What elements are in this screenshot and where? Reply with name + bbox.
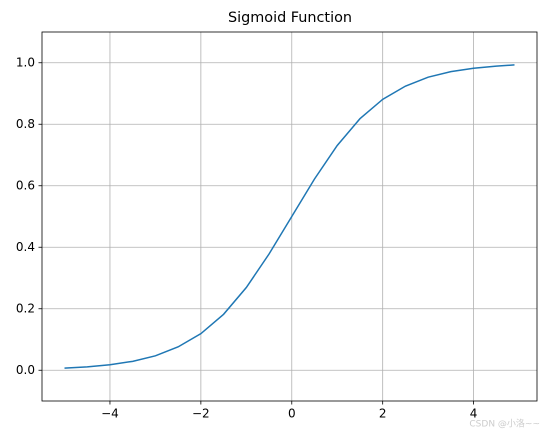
watermark: CSDN @小洛~~ <box>469 418 540 430</box>
y-tick-label: 0.0 <box>16 363 35 377</box>
line <box>64 64 515 369</box>
y-tick-label: 1.0 <box>16 55 35 69</box>
x-tick-label: 0 <box>288 407 296 421</box>
chart-title: Sigmoid Function <box>228 10 352 26</box>
y-tick-label: 0.6 <box>16 178 35 192</box>
x-tick-label: 2 <box>379 407 387 421</box>
plot-frame <box>41 31 538 402</box>
y-tick-label: 0.2 <box>16 301 35 315</box>
y-tick-label: 0.4 <box>16 240 35 254</box>
x-tick-label: 4 <box>470 407 478 421</box>
y-tick-label: 0.8 <box>16 117 35 131</box>
x-tick-label: −2 <box>192 407 210 421</box>
x-tick-label: −4 <box>101 407 119 421</box>
